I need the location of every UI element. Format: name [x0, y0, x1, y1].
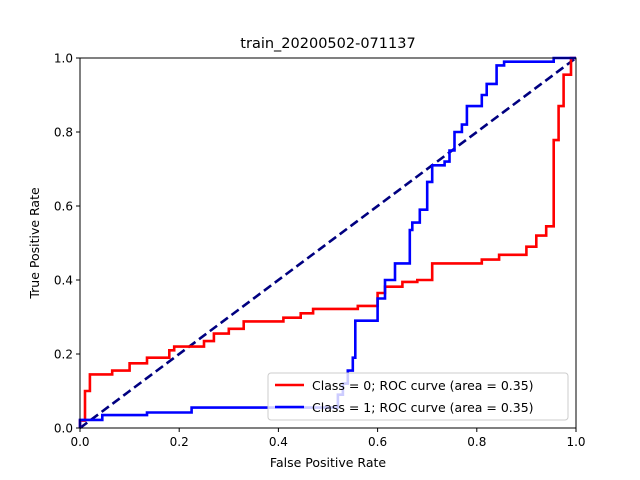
roc-curve-class-0	[78, 56, 576, 428]
y-tick-label: 0.4	[54, 274, 73, 288]
y-axis-ticks: 0.0 0.2 0.4 0.6 0.8 1.0	[54, 52, 80, 436]
legend-label-class-1: Class = 1; ROC curve (area = 0.35)	[312, 400, 534, 415]
chance-diagonal-line	[79, 56, 577, 430]
plot-frame	[79, 57, 577, 429]
x-tick-label: 0.6	[368, 435, 387, 449]
x-tick-label: 1.0	[566, 435, 585, 449]
x-tick-label: 0.8	[467, 435, 486, 449]
y-tick-label: 0.6	[54, 200, 73, 214]
legend: Class = 0; ROC curve (area = 0.35) Class…	[267, 372, 569, 421]
y-tick-label: 1.0	[54, 52, 73, 66]
x-axis-ticks: 0.0 0.2 0.4 0.6 0.8 1.0	[70, 428, 586, 449]
chart-title: train_20200502-071137	[240, 36, 415, 52]
y-tick-label: 0.2	[54, 348, 73, 362]
y-tick-label: 0.0	[54, 422, 73, 436]
x-axis-label: False Positive Rate	[270, 455, 386, 470]
x-tick-label: 0.2	[170, 435, 189, 449]
x-tick-label: 0.4	[269, 435, 288, 449]
y-tick-label: 0.8	[54, 126, 73, 140]
y-axis-label: True Positive Rate	[27, 187, 42, 300]
x-tick-label: 0.0	[70, 435, 89, 449]
legend-box	[267, 372, 569, 421]
legend-label-class-0: Class = 0; ROC curve (area = 0.35)	[312, 378, 534, 393]
